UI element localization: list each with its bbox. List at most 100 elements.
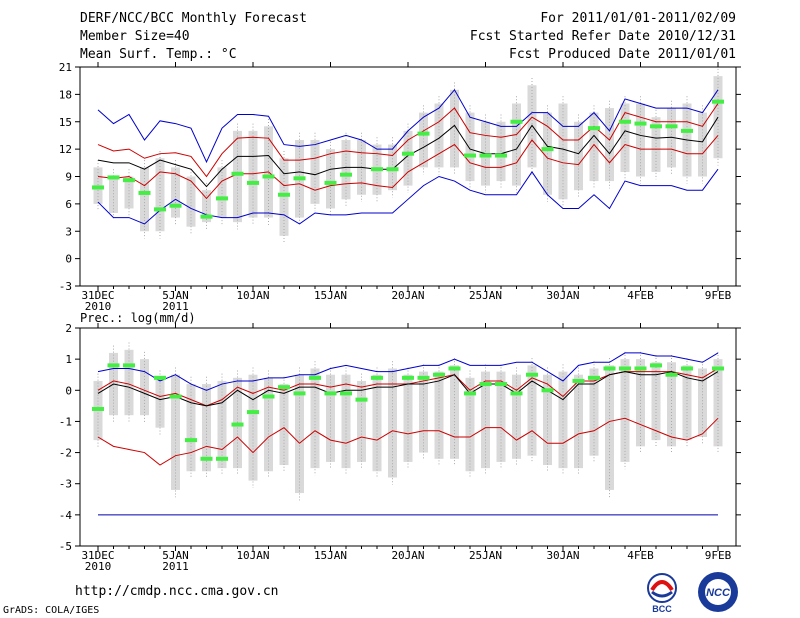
y-tick-label: 21: [59, 61, 72, 74]
series-line-min: [97, 168, 719, 225]
observed-marker: [619, 366, 631, 371]
ensemble-range-box: [682, 365, 692, 441]
observed-marker: [402, 151, 414, 156]
observed-marker: [247, 180, 259, 185]
observed-marker: [371, 167, 383, 172]
ensemble-range-box: [419, 371, 428, 453]
y-tick-label: 9: [65, 171, 72, 184]
observed-marker: [138, 190, 151, 195]
footer-url[interactable]: http://cmdp.ncc.cma.gov.cn: [75, 584, 279, 599]
header-left-line-3: Mean Surf. Temp.: °C: [80, 47, 237, 62]
y-tick-label: 0: [65, 384, 72, 397]
ensemble-range-box: [140, 359, 149, 416]
ensemble-range-box: [357, 380, 366, 462]
x-tick-label: 30JAN: [546, 289, 579, 302]
observed-marker: [107, 175, 120, 180]
observed-marker: [200, 214, 213, 219]
series-line-max: [97, 352, 719, 391]
ensemble-range-box: [124, 176, 134, 209]
ensemble-range-box: [155, 158, 165, 232]
ensemble-range-box: [202, 190, 211, 223]
ensemble-range-box: [434, 371, 444, 459]
ensemble-range-box: [574, 374, 583, 469]
ensemble-range-box: [155, 377, 165, 428]
observed-marker: [448, 366, 461, 371]
observed-marker: [712, 99, 724, 104]
ensemble-range-box: [171, 167, 180, 218]
header-right-line-1: For 2011/01/01-2011/02/09: [540, 11, 736, 26]
ensemble-range-box: [636, 103, 645, 177]
observed-marker: [588, 375, 600, 380]
ensemble-range-box: [186, 176, 196, 227]
observed-marker: [464, 391, 476, 396]
ncc-logo: NCC: [698, 572, 738, 612]
observed-marker: [340, 172, 352, 177]
ensemble-range-box: [109, 176, 118, 213]
ensemble-range-box: [264, 377, 273, 472]
x-tick-year: 2010: [85, 560, 112, 573]
ensemble-range-box: [465, 377, 475, 472]
x-tick-label: 4FEB: [627, 289, 654, 302]
x-tick-label: 15JAN: [314, 289, 347, 302]
x-tick-label: 10JAN: [236, 289, 269, 302]
observed-marker: [479, 382, 492, 387]
ensemble-range-box: [558, 103, 568, 200]
observed-marker: [510, 119, 523, 124]
observed-marker: [169, 394, 182, 399]
observed-marker: [464, 153, 476, 158]
ensemble-range-box: [217, 380, 227, 469]
observed-marker: [681, 128, 693, 133]
ensemble-range-box: [419, 112, 428, 168]
observed-marker: [309, 375, 321, 380]
ensemble-range-box: [620, 359, 630, 462]
ensemble-range-box: [605, 108, 614, 182]
logos: BCC NCC: [647, 572, 738, 614]
x-tick-label: 5JAN: [162, 289, 189, 302]
observed-marker: [92, 185, 104, 190]
x-tick-label: 9FEB: [705, 549, 732, 562]
observed-marker: [262, 394, 275, 399]
ensemble-range-box: [279, 158, 289, 236]
x-tick-year: 2010: [85, 300, 112, 313]
ensemble-range-box: [620, 103, 630, 172]
ensemble-range-box: [186, 384, 196, 472]
y-tick-label: -4: [59, 509, 73, 522]
ensemble-range-box: [527, 365, 537, 456]
y-tick-label: 3: [65, 225, 72, 238]
observed-marker: [603, 366, 616, 371]
x-tick-label: 25JAN: [469, 549, 502, 562]
observed-marker: [169, 203, 182, 208]
observed-marker: [262, 174, 275, 179]
observed-marker: [278, 385, 290, 390]
x-tick-label: 30JAN: [546, 549, 579, 562]
x-tick-label: 31DEC: [81, 549, 114, 562]
observed-marker: [216, 196, 228, 201]
ensemble-range-box: [388, 368, 397, 478]
observed-marker: [231, 171, 244, 176]
observed-marker: [293, 176, 306, 181]
ensemble-range-box: [233, 130, 242, 223]
observed-marker: [619, 119, 631, 124]
y-tick-label: 0: [65, 253, 72, 266]
observed-marker: [123, 178, 135, 183]
ensemble-range-box: [636, 359, 645, 447]
observed-marker: [665, 124, 678, 129]
ensemble-range-box: [372, 374, 382, 472]
observed-marker: [92, 406, 104, 411]
observed-marker: [324, 180, 337, 185]
observed-marker: [231, 422, 244, 427]
y-tick-label: 12: [59, 143, 72, 156]
observed-marker: [588, 126, 600, 131]
y-tick-label: -5: [59, 540, 72, 553]
observed-marker: [402, 375, 414, 380]
observed-marker: [433, 372, 445, 377]
observed-marker: [650, 363, 662, 368]
observed-marker: [247, 410, 259, 415]
ensemble-range-box: [651, 117, 661, 172]
observed-marker: [634, 366, 647, 371]
ensemble-range-box: [450, 89, 459, 168]
observed-marker: [107, 363, 120, 368]
ensemble-range-box: [217, 167, 227, 218]
